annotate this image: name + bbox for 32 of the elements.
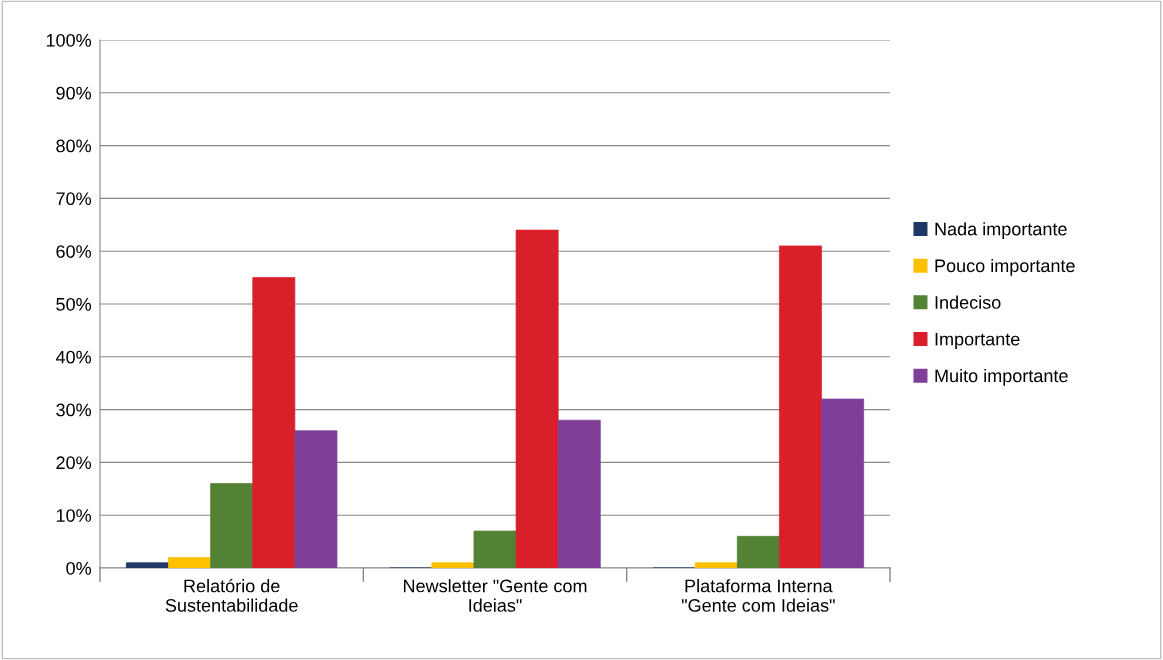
bar bbox=[473, 530, 517, 568]
bar bbox=[821, 398, 865, 568]
y-tick-label: 90% bbox=[56, 86, 92, 100]
y-tick-label: 50% bbox=[56, 297, 92, 311]
y-tick-label: 100% bbox=[46, 33, 92, 47]
y-tick-label: 10% bbox=[56, 509, 92, 522]
y-tick-label: 30% bbox=[56, 403, 92, 417]
bar bbox=[210, 483, 254, 568]
bar bbox=[557, 419, 601, 568]
x-tick-label: Relatório de Sustentabilidade bbox=[165, 578, 298, 612]
legend-label: Nada importante bbox=[935, 222, 1067, 240]
bar bbox=[515, 229, 559, 568]
legend-label: Muito importante bbox=[935, 368, 1068, 386]
bar bbox=[125, 562, 169, 568]
bar bbox=[168, 557, 211, 568]
bar bbox=[294, 430, 338, 568]
bar bbox=[431, 562, 475, 568]
legend-label: Indeciso bbox=[935, 295, 1001, 309]
y-tick-label: 40% bbox=[55, 350, 92, 364]
bar bbox=[694, 562, 738, 568]
legend-label: Pouco importante bbox=[935, 258, 1075, 276]
y-tick-label: 70% bbox=[56, 192, 92, 206]
y-tick-label: 80% bbox=[56, 139, 92, 153]
bar bbox=[779, 245, 822, 568]
bar bbox=[252, 277, 296, 568]
y-tick-label: 60% bbox=[56, 245, 92, 258]
x-tick-label: Newsletter "Gente com Ideias" bbox=[403, 579, 587, 612]
bar bbox=[736, 535, 780, 568]
y-tick-label: 20% bbox=[56, 456, 92, 470]
x-tick-label: Plataforma Interna "Gente com Ideias" bbox=[681, 579, 835, 612]
legend-label: Importante bbox=[935, 332, 1020, 350]
y-tick-label: 0% bbox=[66, 561, 92, 575]
